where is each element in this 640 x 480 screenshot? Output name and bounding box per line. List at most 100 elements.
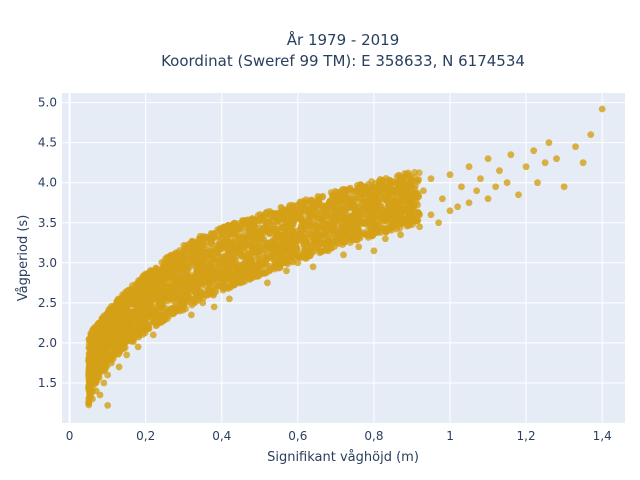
data-point — [225, 228, 233, 236]
data-point — [458, 183, 465, 191]
y-axis-title: Vågperiod (s) — [16, 215, 31, 302]
data-point — [376, 183, 383, 191]
data-point — [388, 226, 395, 234]
data-point — [174, 289, 182, 297]
data-point — [87, 335, 95, 343]
data-point — [256, 224, 264, 232]
data-point — [404, 169, 412, 177]
data-point — [541, 159, 549, 167]
data-point — [144, 303, 152, 311]
data-point — [530, 147, 538, 155]
data-point — [298, 224, 305, 232]
data-point — [104, 344, 112, 351]
data-point — [135, 303, 143, 310]
data-point — [122, 291, 130, 299]
data-point — [336, 227, 343, 235]
data-point — [232, 222, 240, 230]
data-point — [330, 223, 338, 230]
data-point — [241, 277, 249, 285]
data-point — [185, 257, 193, 265]
data-point — [195, 242, 203, 250]
data-point — [159, 281, 167, 289]
data-point — [370, 247, 378, 255]
data-point — [168, 283, 176, 290]
data-point — [378, 177, 386, 184]
data-point — [390, 202, 398, 209]
data-point — [175, 272, 183, 280]
data-point — [153, 276, 161, 283]
data-point — [503, 179, 511, 187]
data-point — [121, 308, 129, 316]
x-tick-label: 0 — [66, 429, 74, 443]
chart-title-line2: Koordinat (Sweref 99 TM): E 358633, N 61… — [161, 52, 525, 70]
data-point — [285, 222, 293, 229]
data-point — [465, 163, 473, 171]
x-tick-label: 0,2 — [136, 429, 155, 443]
data-point — [173, 279, 181, 287]
data-point — [484, 195, 492, 203]
data-point — [410, 209, 418, 217]
data-point — [356, 209, 364, 217]
data-point — [303, 254, 311, 262]
data-point — [154, 318, 162, 326]
data-point — [165, 274, 173, 282]
data-point — [341, 236, 349, 244]
data-point — [446, 171, 454, 179]
data-point — [341, 208, 349, 216]
chart-title-line1: År 1979 - 2019 — [287, 30, 400, 49]
data-point — [367, 215, 375, 223]
data-point — [290, 210, 298, 218]
data-point — [115, 363, 123, 371]
data-point — [128, 288, 136, 296]
data-point — [150, 282, 158, 289]
data-point — [214, 278, 222, 285]
data-point — [270, 246, 278, 254]
data-point — [118, 318, 125, 326]
data-point — [104, 401, 112, 409]
data-point — [273, 211, 281, 219]
data-point — [496, 167, 503, 175]
data-point — [219, 239, 227, 247]
data-point — [416, 223, 423, 231]
data-point — [579, 159, 587, 167]
data-point — [349, 204, 356, 212]
data-point — [115, 337, 123, 344]
data-point — [219, 228, 227, 236]
data-point — [260, 250, 267, 258]
data-point — [290, 254, 298, 262]
data-point — [315, 198, 323, 205]
data-point — [412, 192, 419, 200]
data-point — [349, 225, 356, 232]
data-point — [376, 202, 384, 210]
data-point — [477, 175, 484, 183]
data-point — [366, 198, 373, 206]
data-point — [439, 195, 446, 203]
data-point — [155, 291, 163, 299]
data-point — [312, 211, 320, 219]
data-point — [247, 273, 255, 280]
data-point — [319, 192, 327, 200]
data-point — [377, 229, 385, 236]
data-point — [313, 224, 321, 232]
data-point — [100, 359, 108, 367]
data-point — [277, 224, 285, 231]
data-point — [306, 222, 314, 230]
scatter-points — [85, 105, 606, 409]
data-point — [346, 186, 354, 193]
data-point — [86, 358, 94, 366]
data-point — [201, 254, 208, 262]
data-point — [397, 231, 404, 239]
data-point — [261, 269, 269, 277]
data-point — [187, 246, 195, 254]
data-point — [306, 209, 314, 217]
data-point — [123, 314, 131, 322]
data-point — [261, 259, 269, 267]
data-point — [301, 199, 308, 207]
data-point — [236, 234, 244, 242]
data-point — [342, 222, 349, 230]
data-point — [400, 190, 408, 198]
data-point — [142, 322, 150, 329]
data-point — [396, 217, 404, 225]
y-tick-labels: 1.5 2.0 2.5 3.0 3.5 4.0 4.5 5.0 — [38, 96, 57, 390]
data-point — [296, 234, 303, 241]
